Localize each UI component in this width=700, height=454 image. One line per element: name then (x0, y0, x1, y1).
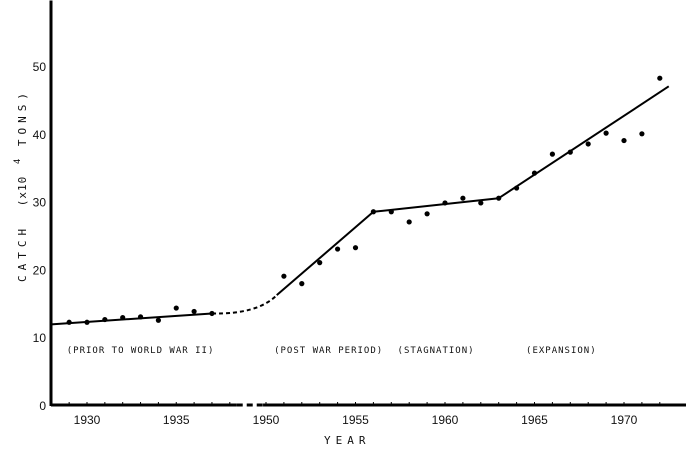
trend-segment (276, 211, 375, 296)
trend-segment-dashed (211, 294, 278, 315)
x-tick-label: 1930 (74, 413, 101, 427)
svg-text:CATCH (x10 4: CATCH (x10 4 TONS) (10, 88, 29, 282)
period-annotations: (PRIOR TO WORLD WAR II) (POST WAR PERIOD)… (67, 346, 597, 356)
trend-lines (51, 85, 670, 326)
y-axis: 0 10 20 30 40 50 (33, 0, 53, 413)
period-label: (STAGNATION) (398, 346, 475, 356)
x-tick-label: 1950 (253, 413, 280, 427)
data-point (639, 131, 645, 137)
y-axis-title: CATCH (x10 4 TONS) (10, 88, 29, 282)
period-label: (EXPANSION) (526, 346, 597, 356)
x-axis: 1930 1935 1950 1955 1960 1965 1970 (51, 402, 686, 427)
y-tick-label: 50 (33, 60, 47, 74)
data-point (657, 75, 663, 81)
data-point (567, 149, 573, 155)
data-point (549, 151, 556, 157)
y-tick-label: 40 (33, 128, 47, 142)
data-point (370, 209, 376, 215)
y-tick-label: 0 (39, 399, 46, 413)
data-point (603, 130, 609, 136)
data-point (173, 305, 179, 311)
x-tick-label: 1965 (521, 413, 548, 427)
data-point (424, 211, 430, 217)
trend-segment (373, 197, 499, 213)
data-point (406, 219, 412, 225)
x-axis-title: YEAR (324, 434, 371, 447)
y-tick-label: 30 (33, 196, 47, 210)
data-point (66, 319, 72, 325)
trend-segment (51, 312, 213, 326)
data-point (621, 137, 627, 144)
data-point (531, 170, 538, 176)
period-label: (POST WAR PERIOD) (274, 346, 383, 356)
x-tick-label: 1935 (163, 413, 190, 427)
y-title-main: CATCH (16, 224, 29, 282)
data-point (209, 310, 215, 317)
period-label: (PRIOR TO WORLD WAR II) (67, 346, 215, 356)
data-point (352, 245, 359, 251)
y-title-unit: TONS) (16, 88, 29, 146)
data-point (317, 260, 323, 266)
data-point (478, 200, 484, 206)
y-tick-label: 10 (33, 331, 47, 345)
data-point (299, 281, 305, 287)
y-title-paren: (x10 (16, 176, 29, 207)
data-point (137, 314, 144, 320)
trend-segment (498, 85, 670, 200)
data-point (120, 314, 126, 321)
x-tick-label: 1970 (611, 413, 638, 427)
data-point (191, 308, 197, 315)
data-point (460, 195, 466, 201)
data-point (84, 319, 90, 325)
data-point (585, 141, 591, 147)
data-point (335, 246, 341, 252)
data-point (155, 317, 161, 323)
y-title-exponent: 4 (13, 158, 23, 164)
data-point (496, 195, 502, 201)
data-point (442, 200, 448, 206)
data-points (66, 75, 663, 325)
data-point (388, 209, 394, 215)
data-point (102, 316, 108, 323)
x-tick-label: 1960 (432, 413, 459, 427)
x-tick-label: 1955 (342, 413, 369, 427)
y-tick-label: 20 (33, 263, 47, 277)
data-point (281, 273, 287, 279)
data-point (514, 185, 520, 191)
